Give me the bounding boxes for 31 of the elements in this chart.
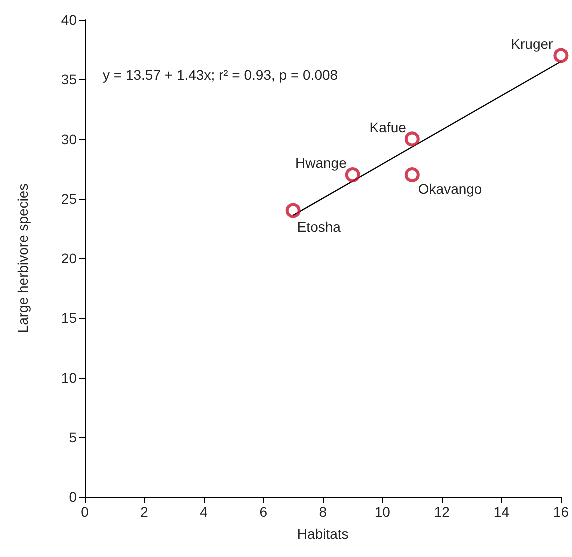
y-tick-label: 25 — [61, 190, 78, 207]
y-tick-label: 40 — [61, 12, 78, 28]
x-tick-label: 14 — [494, 504, 510, 520]
point — [554, 48, 569, 64]
x-tick-label: 16 — [553, 504, 570, 520]
x-tick-label: 6 — [260, 504, 268, 520]
y-axis-title: Large herbivore species — [15, 184, 31, 334]
x-tick-label: 8 — [319, 504, 328, 520]
point — [286, 203, 301, 218]
point — [404, 132, 420, 147]
x-tick-label: 2 — [140, 504, 149, 520]
y-tick-label: 20 — [61, 250, 78, 266]
y-tick-label: 10 — [61, 370, 78, 386]
y-tick-label: 0 — [69, 489, 78, 505]
annotation: Etosha — [297, 218, 342, 235]
y-tick-label: 5 — [69, 429, 78, 446]
annotation: Hwange — [295, 155, 348, 172]
y-tick-label: 30 — [61, 131, 78, 148]
annotation: Kafue — [370, 119, 407, 136]
x-tick-label: 4 — [200, 504, 208, 520]
point — [345, 168, 360, 183]
annotation: Okavango — [418, 181, 482, 198]
point — [404, 168, 420, 183]
annotation: y = 13.57 + 1.43x; r² = 0.93, p = 0.008 — [103, 67, 338, 83]
y-tick-label: 35 — [61, 72, 78, 88]
x-axis-title: Habitats — [297, 526, 349, 542]
y-tick-label: 15 — [61, 310, 78, 326]
x-tick-label: 0 — [81, 504, 90, 520]
x-tick-label: 10 — [374, 504, 391, 520]
x-tick-label: 12 — [434, 504, 450, 520]
annotation: Kruger — [511, 36, 554, 52]
